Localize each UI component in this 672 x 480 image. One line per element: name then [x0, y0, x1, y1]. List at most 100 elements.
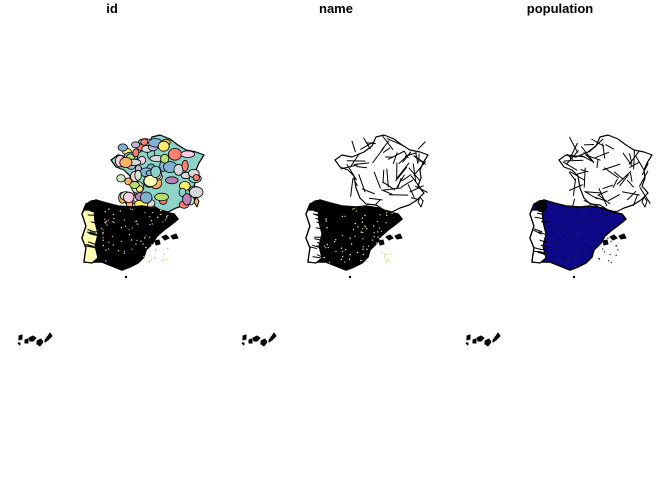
municipality-dot: [384, 253, 386, 255]
municipality-dot: [572, 214, 575, 216]
region-border: [402, 151, 412, 163]
municipality-dot: [383, 256, 385, 258]
municipality-dot: [113, 221, 115, 224]
municipality-dot: [551, 211, 554, 214]
region-border: [340, 164, 358, 170]
municipality-dot: [112, 213, 115, 216]
municipality-dot: [104, 218, 106, 220]
municipality-dot: [104, 211, 106, 213]
municipality-dot: [552, 261, 554, 263]
region-border: [597, 190, 608, 196]
municipality-dot: [574, 222, 576, 224]
canary-island-3: [36, 338, 44, 347]
municipality-dot: [111, 221, 114, 223]
region-border: [594, 151, 610, 159]
municipality-dot: [142, 243, 144, 245]
municipality-dot: [131, 227, 133, 229]
municipality-dot: [144, 211, 146, 214]
municipality-dot: [105, 249, 107, 251]
municipality-dot: [107, 248, 110, 250]
municipality-dot: [615, 225, 617, 227]
municipality-dot: [323, 245, 326, 247]
municipality-dot: [376, 220, 379, 223]
municipality-dot: [357, 226, 359, 228]
municipality-dot: [586, 253, 588, 256]
municipality-dot: [583, 207, 585, 209]
municipality-dot: [166, 258, 168, 260]
municipality-dot: [559, 240, 562, 242]
municipality-dot: [388, 243, 391, 245]
municipality-dot: [105, 220, 108, 223]
region-border: [585, 191, 602, 194]
municipality-dot: [559, 223, 561, 225]
municipality-dot: [560, 215, 562, 217]
municipality-dot: [366, 260, 368, 262]
municipality-dot: [155, 249, 157, 251]
municipality-dot: [380, 230, 383, 232]
region-border: [87, 243, 96, 249]
municipality-dot: [102, 239, 104, 241]
municipality-dot: [575, 256, 577, 258]
municipality-dot: [361, 217, 363, 219]
region-border: [403, 150, 409, 159]
municipality-dot: [581, 250, 584, 252]
municipality-dot: [379, 237, 381, 240]
municipality-dot: [593, 242, 595, 244]
municipality-dot: [148, 254, 150, 256]
region-cell: [154, 192, 169, 202]
municipality-dot: [165, 260, 168, 262]
municipality-dot: [135, 243, 137, 245]
municipality-dot: [577, 232, 579, 234]
region-border: [612, 178, 618, 188]
region-border: [538, 231, 547, 236]
municipality-dot: [604, 209, 606, 211]
region-cell: [192, 174, 200, 182]
region-border: [401, 174, 412, 182]
municipality-dot: [385, 259, 388, 261]
region-border: [602, 184, 613, 190]
region-border: [533, 228, 543, 233]
region-border: [626, 179, 634, 188]
corsica: [641, 196, 648, 208]
region-border: [383, 187, 403, 191]
canary-island-0: [466, 334, 471, 341]
municipality-dot: [364, 225, 366, 227]
municipality-dot: [335, 239, 337, 241]
region-border: [409, 185, 424, 193]
region-border: [626, 190, 637, 201]
region-border: [632, 194, 638, 206]
canary-island-2: [476, 335, 485, 342]
region-border: [633, 149, 635, 170]
municipality-dot: [585, 210, 587, 212]
region-border: [309, 246, 318, 250]
municipality-dot: [323, 256, 325, 259]
municipality-dot: [162, 259, 164, 262]
municipality-dot: [578, 232, 581, 234]
region-border: [622, 191, 640, 196]
municipality-dot: [150, 219, 153, 222]
municipality-dot: [105, 260, 107, 262]
region-border: [534, 216, 543, 219]
municipality-dot: [366, 248, 368, 250]
region-border: [638, 170, 649, 187]
municipality-dot: [149, 223, 151, 226]
municipality-dot: [582, 254, 584, 256]
municipality-dot: [344, 261, 346, 263]
municipality-dot: [352, 228, 355, 231]
map-panel-id: id: [0, 0, 224, 480]
municipality-dot: [603, 251, 606, 253]
france-outline: [334, 134, 429, 213]
panel-title-name: name: [319, 1, 353, 16]
region-border: [533, 229, 542, 235]
region-border: [94, 222, 103, 226]
municipality-dot: [585, 258, 587, 261]
municipality-dot: [356, 251, 359, 254]
municipality-dot: [113, 217, 115, 220]
municipality-dot: [388, 260, 390, 262]
region-border: [349, 153, 360, 168]
municipality-dot: [123, 219, 126, 221]
ceuta: [348, 275, 352, 279]
municipality-dot: [120, 240, 123, 243]
municipality-dot: [163, 248, 165, 250]
canary-island-5: [17, 342, 21, 346]
